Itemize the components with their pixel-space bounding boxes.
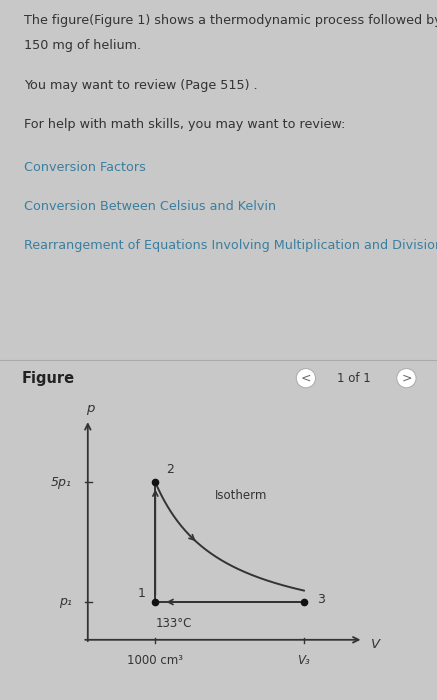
Text: Figure: Figure — [22, 371, 75, 386]
Text: p₁: p₁ — [59, 596, 72, 608]
Text: 1 of 1: 1 of 1 — [337, 372, 371, 385]
Text: Isotherm: Isotherm — [215, 489, 267, 502]
Text: 1: 1 — [138, 587, 146, 600]
Text: V: V — [371, 638, 381, 650]
Text: <: < — [301, 372, 311, 385]
Text: 133°C: 133°C — [156, 617, 192, 630]
Text: You may want to review (Page 515) .: You may want to review (Page 515) . — [24, 78, 258, 92]
Text: >: > — [401, 372, 412, 385]
Text: p: p — [87, 402, 95, 415]
Text: 5p₁: 5p₁ — [51, 476, 72, 489]
Text: 2: 2 — [166, 463, 174, 476]
Text: Conversion Factors: Conversion Factors — [24, 160, 146, 174]
Text: Conversion Between Celsius and Kelvin: Conversion Between Celsius and Kelvin — [24, 200, 276, 213]
Text: For help with math skills, you may want to review:: For help with math skills, you may want … — [24, 118, 345, 131]
Text: 1000 cm³: 1000 cm³ — [127, 654, 184, 668]
Text: 150 mg of helium.: 150 mg of helium. — [24, 39, 141, 52]
Text: 3: 3 — [317, 594, 325, 606]
Text: The figure(Figure 1) shows a thermodynamic process followed by: The figure(Figure 1) shows a thermodynam… — [24, 14, 437, 27]
Text: Rearrangement of Equations Involving Multiplication and Division: Rearrangement of Equations Involving Mul… — [24, 239, 437, 252]
Text: V₃: V₃ — [298, 654, 310, 668]
